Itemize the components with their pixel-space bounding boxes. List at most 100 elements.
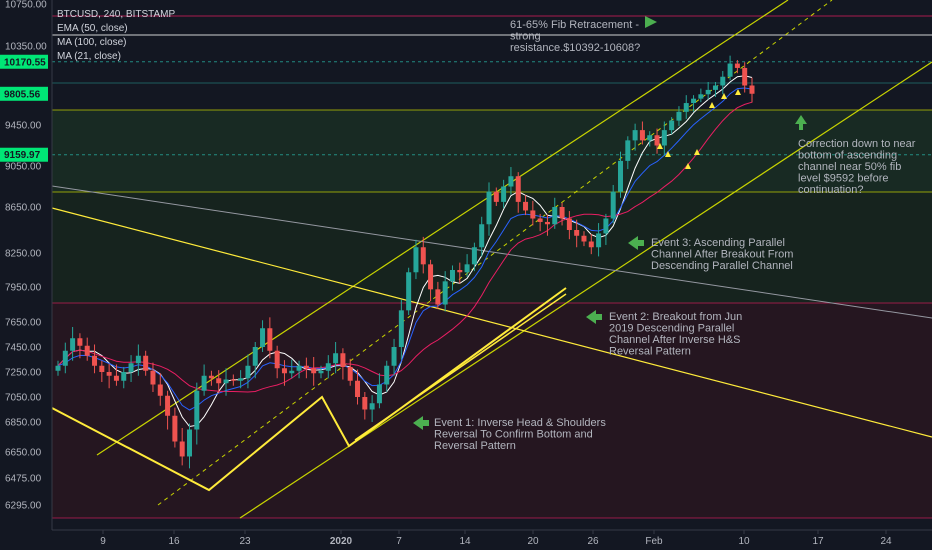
candle-body xyxy=(267,328,273,351)
x-tick-label: 26 xyxy=(587,536,599,547)
indicator-ma21[interactable]: MA (21, close) xyxy=(57,51,121,62)
y-axis-ticks: 10750.00 10350.00 9450.00 9050.00 8650.00 825… xyxy=(5,0,47,512)
candle-body xyxy=(413,247,419,273)
candle-body xyxy=(428,264,434,290)
candle-body xyxy=(742,67,748,86)
candle-body xyxy=(581,235,587,242)
fib-note: 61-65% Fib Retracement -strong resistance… xyxy=(510,19,640,54)
candle-body xyxy=(435,289,441,305)
candle-body xyxy=(128,363,134,372)
candle-body xyxy=(625,140,631,161)
signal-marker-icon xyxy=(709,102,715,108)
candle-body xyxy=(369,403,375,410)
price-tags: 10170.55 9805.56 9159.97 xyxy=(0,54,48,162)
candle-body xyxy=(501,186,507,202)
symbol-label[interactable]: BTCUSD, 240, BITSTAMP xyxy=(57,9,176,20)
candle-body xyxy=(676,111,682,121)
price-tag-label: 9805.56 xyxy=(4,89,41,100)
candle-body xyxy=(238,378,244,381)
signal-marker-icon xyxy=(735,89,741,95)
candle-body xyxy=(420,247,426,265)
candle-body xyxy=(208,375,214,379)
x-tick-label: 20 xyxy=(527,536,539,547)
candle-body xyxy=(588,241,594,248)
event3-arrow-stem xyxy=(638,240,644,246)
event1-arrow-icon xyxy=(413,416,423,430)
candle-body xyxy=(734,63,740,68)
y-tick-label: 9050.00 xyxy=(5,162,42,173)
y-tick-label: 8650.00 xyxy=(5,203,42,214)
candle-body xyxy=(544,221,550,225)
candle-body xyxy=(135,355,141,364)
candle-body xyxy=(618,160,624,192)
signal-marker-icon xyxy=(685,163,691,169)
x-tick-label: 14 xyxy=(459,536,471,547)
price-tag-label: 9159.97 xyxy=(4,150,41,161)
indicator-ma100[interactable]: MA (100, close) xyxy=(57,37,126,48)
event2-note: Event 2: Breakout from Jun 2019 Descendin… xyxy=(609,311,742,358)
candle-body xyxy=(157,384,163,396)
correction-arrow-stem xyxy=(799,124,803,130)
candle-body xyxy=(654,135,660,146)
x-tick-label: Feb xyxy=(645,536,663,547)
candle-body xyxy=(223,379,229,384)
candle-body xyxy=(559,207,565,219)
candle-body xyxy=(442,281,448,305)
candle-body xyxy=(172,415,178,442)
candle-body xyxy=(362,397,368,410)
markers-layer xyxy=(657,89,741,169)
candle-body xyxy=(449,270,455,282)
candle-body xyxy=(639,130,645,141)
candle-body xyxy=(318,370,324,374)
price-tag-box xyxy=(0,147,48,162)
annotations-layer: 61-65% Fib Retracement -strong resistance… xyxy=(413,16,916,452)
candle-body xyxy=(245,365,251,379)
candle-body xyxy=(661,130,667,146)
chart-legend: BTCUSD, 240, BITSTAMP EMA (50, close) MA… xyxy=(57,9,176,62)
candle-body xyxy=(647,135,653,141)
moving-averages xyxy=(57,75,753,428)
candle-body xyxy=(384,365,390,385)
horizontal-levels xyxy=(52,15,932,519)
candle-body xyxy=(340,353,346,367)
candle-body xyxy=(632,130,638,141)
candle-body xyxy=(603,218,609,234)
fib-arrow-icon xyxy=(645,16,657,28)
candle-body xyxy=(574,230,580,236)
candle-body xyxy=(464,264,470,273)
candle-body xyxy=(347,367,353,381)
candle-body xyxy=(537,218,543,222)
candle-body xyxy=(296,365,302,371)
y-tick-label: 6650.00 xyxy=(5,448,42,459)
signal-marker-icon xyxy=(721,93,727,99)
candle-body xyxy=(596,233,602,248)
candle-body xyxy=(333,353,339,364)
candle-body xyxy=(165,395,171,416)
y-tick-label: 8250.00 xyxy=(5,249,42,260)
candle-body xyxy=(274,350,280,369)
price-tag-box xyxy=(0,86,48,101)
candle-body xyxy=(194,390,200,430)
candle-body xyxy=(669,120,675,131)
candle-body xyxy=(355,380,361,397)
candle-body xyxy=(62,350,68,366)
indicator-ema50[interactable]: EMA (50, close) xyxy=(57,23,128,34)
ma100-line xyxy=(57,101,753,393)
x-tick-label: 7 xyxy=(396,536,402,547)
candle-body xyxy=(530,210,536,219)
candle-body xyxy=(325,363,331,371)
x-tick-label: 24 xyxy=(880,536,892,547)
y-tick-label: 9450.00 xyxy=(5,121,42,132)
candle-body xyxy=(712,85,718,90)
candle-body xyxy=(92,355,98,366)
candle-body xyxy=(749,85,755,94)
x-tick-label: 16 xyxy=(168,536,180,547)
candle-body xyxy=(77,338,83,346)
candle-body xyxy=(84,345,90,356)
y-tick-label: 6850.00 xyxy=(5,418,42,429)
upper-zone xyxy=(52,110,932,192)
candle-body xyxy=(186,429,192,457)
candle-body xyxy=(566,218,572,230)
